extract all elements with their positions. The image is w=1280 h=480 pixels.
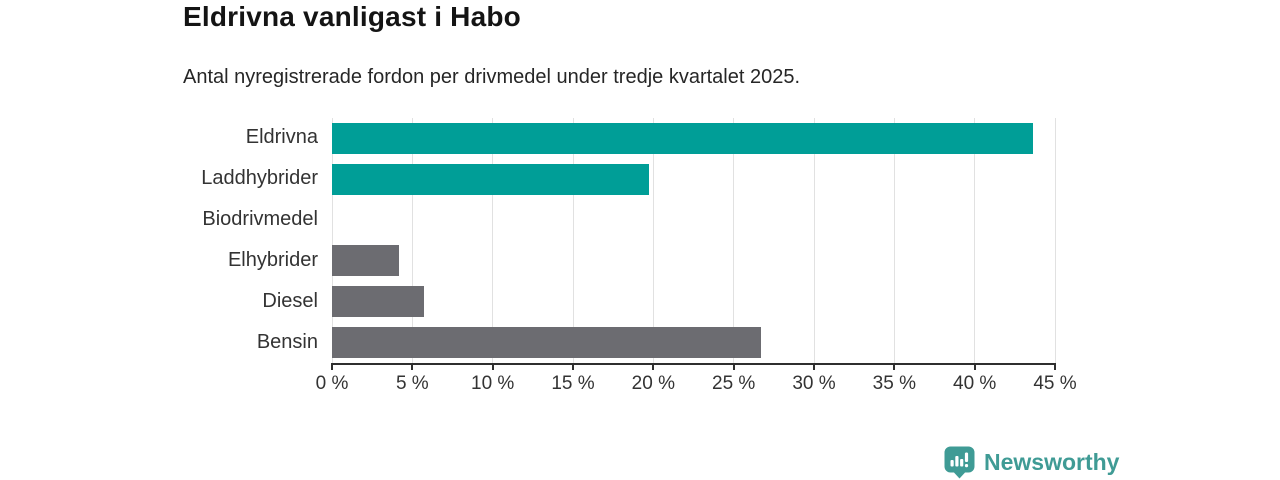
bar: [332, 163, 649, 195]
newsworthy-wordmark: Newsworthy: [984, 449, 1120, 475]
x-axis-tick-label: 15 %: [551, 373, 595, 394]
bar: [332, 327, 761, 359]
x-axis-tick-label: 35 %: [872, 373, 916, 394]
x-axis-tick-label: 5 %: [395, 373, 429, 394]
category-label: Elhybrider: [227, 248, 318, 271]
chart-subtitle: Antal nyregistrerade fordon per drivmede…: [183, 66, 801, 88]
x-axis-line: [331, 363, 1056, 365]
x-axis-tick-label: 20 %: [631, 373, 675, 394]
gridline: [652, 118, 654, 363]
newsworthy-logo: Newsworthy: [944, 446, 1119, 479]
gridline: [492, 118, 494, 363]
gridline: [411, 118, 413, 363]
gridline: [974, 118, 976, 363]
category-label: Biodrivmedel: [202, 208, 318, 231]
x-axis-tick-label: 45 %: [1033, 373, 1077, 394]
x-axis-tick-label: 25 %: [712, 373, 756, 394]
x-axis-tick: [331, 363, 333, 370]
bar: [332, 245, 400, 277]
x-axis-tick: [732, 363, 735, 370]
x-axis-tick: [813, 363, 815, 370]
category-label: Eldrivna: [245, 126, 318, 149]
chart-title: Eldrivna vanligast i Habo: [183, 1, 521, 32]
x-axis-tick: [572, 363, 574, 370]
x-axis-tick: [491, 363, 494, 370]
x-axis-tick-label: 40 %: [953, 373, 997, 394]
bar: [332, 122, 1033, 154]
x-axis-tick-label: 10 %: [471, 373, 515, 394]
x-axis-tick: [652, 363, 655, 370]
category-label: Bensin: [256, 330, 318, 353]
gridline: [813, 118, 815, 363]
x-axis-tick-label: 30 %: [792, 373, 836, 394]
x-axis-tick-label: 0 %: [315, 373, 349, 394]
gridline: [331, 118, 333, 363]
bar: [332, 286, 424, 318]
gridline: [572, 118, 574, 363]
x-axis-tick: [973, 363, 976, 370]
x-axis-tick: [893, 363, 896, 370]
category-label: Laddhybrider: [201, 167, 318, 190]
gridline: [1054, 118, 1056, 363]
category-label: Diesel: [262, 289, 318, 312]
gridline: [733, 118, 735, 363]
x-axis-tick: [411, 363, 414, 370]
gridline: [893, 118, 895, 363]
newsworthy-pin-barchart-icon: [944, 446, 975, 479]
x-axis-tick: [1054, 363, 1056, 370]
